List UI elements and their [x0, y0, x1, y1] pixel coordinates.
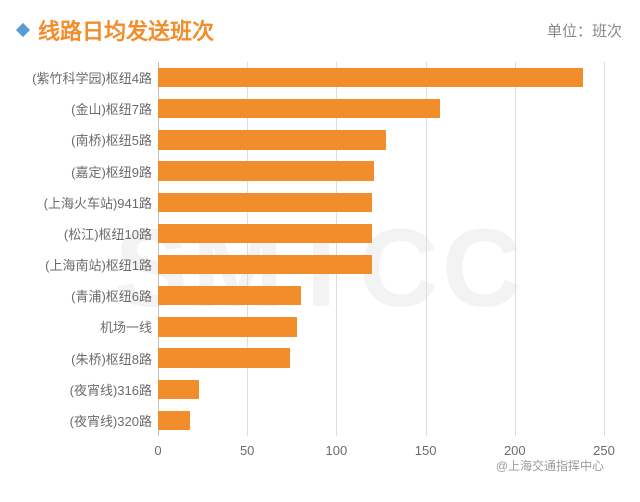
bar	[158, 411, 190, 430]
y-label: (青浦)枢纽6路	[18, 280, 152, 311]
y-label: 机场一线	[18, 311, 152, 342]
y-label: (松江)枢纽10路	[18, 218, 152, 249]
bar-row	[158, 130, 604, 149]
header: 线路日均发送班次 单位：班次	[18, 14, 622, 46]
x-tick-label: 0	[154, 443, 161, 458]
y-label: (朱桥)枢纽8路	[18, 343, 152, 374]
bar-row	[158, 99, 604, 118]
y-label: (夜宵线)316路	[18, 374, 152, 405]
credit-text: @上海交通指挥中心	[496, 457, 604, 474]
bar	[158, 380, 199, 399]
bar-row	[158, 348, 604, 367]
x-tick-label: 150	[415, 443, 437, 458]
bar	[158, 255, 372, 274]
bar	[158, 224, 372, 243]
y-label: (嘉定)枢纽9路	[18, 156, 152, 187]
y-label: (上海南站)枢纽1路	[18, 249, 152, 280]
gridline	[604, 62, 605, 436]
bar-row	[158, 161, 604, 180]
chart-container: 线路日均发送班次 单位：班次 SMTCC (紫竹科学园)枢纽4路(金山)枢纽7路…	[0, 0, 640, 502]
chart-area: SMTCC (紫竹科学园)枢纽4路(金山)枢纽7路(南桥)枢纽5路(嘉定)枢纽9…	[18, 58, 622, 478]
y-label: (南桥)枢纽5路	[18, 124, 152, 155]
x-tick-label: 250	[593, 443, 615, 458]
bar-row	[158, 411, 604, 430]
y-label: (夜宵线)320路	[18, 405, 152, 436]
x-tick-label: 200	[504, 443, 526, 458]
bar	[158, 348, 290, 367]
chart-title: 线路日均发送班次	[38, 14, 214, 46]
bar-row	[158, 380, 604, 399]
bar-row	[158, 68, 604, 87]
bar	[158, 193, 372, 212]
bar	[158, 317, 297, 336]
bar	[158, 286, 301, 305]
bar-row	[158, 286, 604, 305]
bar	[158, 161, 374, 180]
x-tick-label: 100	[326, 443, 348, 458]
title-group: 线路日均发送班次	[18, 14, 214, 46]
diamond-icon	[16, 23, 30, 37]
bar-row	[158, 317, 604, 336]
bar	[158, 68, 583, 87]
x-tick-label: 50	[240, 443, 254, 458]
y-label: (紫竹科学园)枢纽4路	[18, 62, 152, 93]
chart-unit: 单位：班次	[547, 20, 622, 41]
y-label: (上海火车站)941路	[18, 187, 152, 218]
plot-area	[158, 62, 604, 436]
bar-row	[158, 224, 604, 243]
bar-row	[158, 255, 604, 274]
bar	[158, 99, 440, 118]
bar-row	[158, 193, 604, 212]
bar	[158, 130, 386, 149]
y-label: (金山)枢纽7路	[18, 93, 152, 124]
